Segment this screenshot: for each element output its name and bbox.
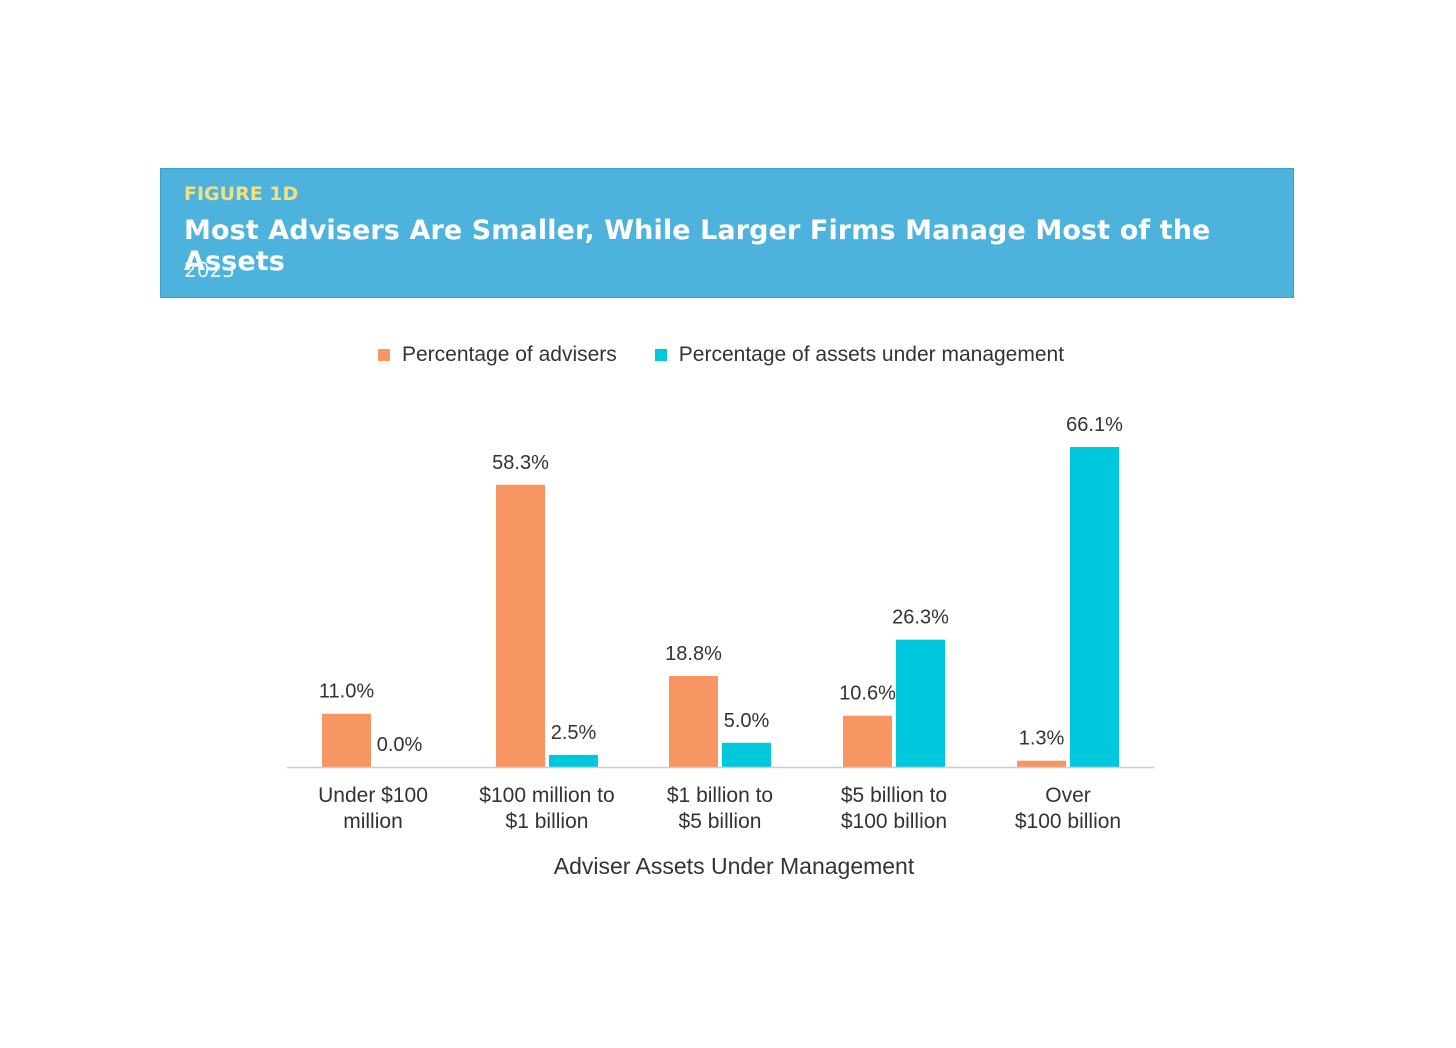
bar-assets-1 <box>549 754 598 767</box>
bar-advisers-0 <box>322 713 371 767</box>
x-axis-title: Adviser Assets Under Management <box>554 853 915 879</box>
x-tick-label-1: $100 million to $1 billion <box>479 784 614 833</box>
bar-advisers-3 <box>843 715 892 767</box>
figure-title: Most Advisers Are Smaller, While Larger … <box>184 215 1211 277</box>
figure-header: FIGURE 1D Most Advisers Are Smaller, Whi… <box>160 168 1294 298</box>
data-label-advisers-1: 58.3% <box>492 452 549 474</box>
bar-advisers-4 <box>1017 760 1066 767</box>
x-tick-label-4: Over $100 billion <box>1015 784 1121 833</box>
legend-swatch-advisers <box>378 349 390 361</box>
data-label-assets-2: 5.0% <box>724 710 770 732</box>
data-label-assets-1: 2.5% <box>551 722 597 744</box>
chart-legend: Percentage of advisers Percentage of ass… <box>378 343 1064 367</box>
data-label-advisers-3: 10.6% <box>839 683 896 705</box>
x-tick-label-0: Under $100 million <box>318 784 428 833</box>
legend-swatch-assets <box>654 349 667 361</box>
data-label-advisers-2: 18.8% <box>665 643 722 665</box>
bar-advisers-2 <box>669 675 718 767</box>
legend-label-advisers: Percentage of advisers <box>402 343 617 366</box>
bar-assets-2 <box>722 742 771 767</box>
figure-label: FIGURE 1D <box>184 183 299 205</box>
bar-assets-3 <box>896 639 945 767</box>
data-label-assets-0: 0.0% <box>377 734 423 756</box>
data-label-assets-3: 26.3% <box>892 607 949 629</box>
figure-subtitle: 2023 <box>184 258 235 282</box>
legend-item-assets: Percentage of assets under management <box>654 343 1065 367</box>
data-label-advisers-0: 11.0% <box>319 681 374 703</box>
bar-advisers-1 <box>496 484 545 767</box>
legend-label-assets: Percentage of assets under management <box>678 343 1065 366</box>
x-tick-label-2: $1 billion to $5 billion <box>667 784 773 833</box>
data-label-advisers-4: 1.3% <box>1019 728 1065 750</box>
bar-assets-4 <box>1070 447 1119 767</box>
x-tick-label-3: $5 billion to $100 billion <box>841 784 947 833</box>
legend-item-advisers: Percentage of advisers <box>378 343 617 367</box>
data-label-assets-4: 66.1% <box>1066 414 1123 436</box>
